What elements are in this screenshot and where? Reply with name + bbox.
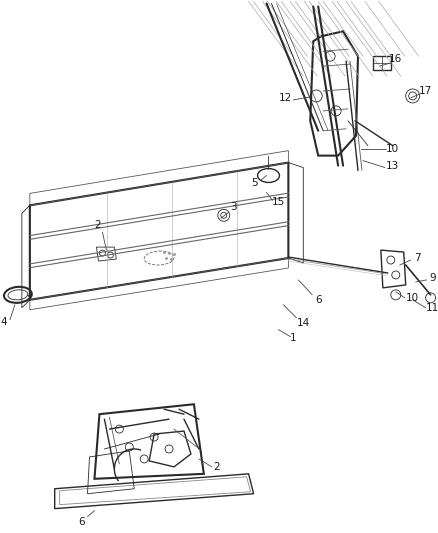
Text: 5: 5	[251, 179, 257, 189]
Text: 7: 7	[413, 253, 420, 263]
Text: 2: 2	[213, 462, 219, 472]
Text: 16: 16	[388, 54, 402, 64]
Text: 15: 15	[271, 197, 284, 207]
Text: 1: 1	[290, 333, 296, 343]
Text: 13: 13	[385, 160, 399, 171]
Text: 2: 2	[94, 220, 101, 230]
Text: 10: 10	[385, 144, 399, 154]
Text: 10: 10	[405, 293, 418, 303]
Text: 14: 14	[296, 318, 309, 328]
Text: 9: 9	[428, 273, 435, 283]
Text: 4: 4	[1, 317, 7, 327]
Text: 6: 6	[78, 516, 85, 527]
Text: 17: 17	[418, 86, 431, 96]
Text: 3: 3	[230, 203, 237, 212]
Text: 6: 6	[314, 295, 321, 305]
Text: 12: 12	[278, 93, 291, 103]
Text: 11: 11	[425, 303, 438, 313]
